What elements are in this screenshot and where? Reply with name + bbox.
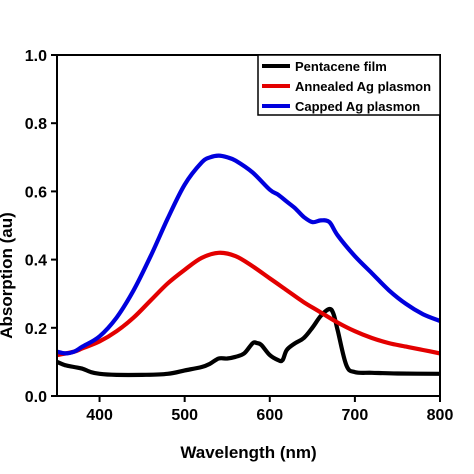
legend-entry-label: Capped Ag plasmon — [295, 99, 420, 114]
legend: Pentacene film Annealed Ag plasmon Capped … — [257, 54, 441, 116]
y-tick-label: 0.8 — [25, 116, 47, 133]
x-axis-label: Wavelength (nm) — [180, 443, 316, 462]
x-tick-label: 600 — [256, 407, 283, 424]
y-tick-label: 0.0 — [25, 389, 47, 406]
y-tick-label: 0.2 — [25, 321, 47, 338]
y-tick-label: 0.4 — [25, 253, 47, 270]
x-tick-label: 400 — [86, 407, 113, 424]
y-tick-label: 0.6 — [25, 184, 47, 201]
ticks-layer: 400 500 600 700 800 0.0 0.2 0.4 0.6 0.8 1.0 — [25, 48, 454, 424]
legend-entry-label: Annealed Ag plasmon — [295, 79, 431, 94]
plot-frame — [56, 54, 441, 397]
x-tick-label: 800 — [427, 407, 454, 424]
series-line-annealed-ag-plasmon — [57, 250, 440, 358]
x-tick-label: 700 — [342, 407, 369, 424]
y-axis-label: Absorption (au) — [0, 212, 16, 339]
x-tick-label: 500 — [171, 407, 198, 424]
y-tick-label: 1.0 — [25, 48, 47, 65]
series-line-capped-ag-plasmon — [57, 153, 440, 356]
series-line-pentacene-film — [57, 306, 440, 378]
series-layer — [57, 153, 440, 378]
legend-entry-label: Pentacene film — [295, 59, 387, 74]
